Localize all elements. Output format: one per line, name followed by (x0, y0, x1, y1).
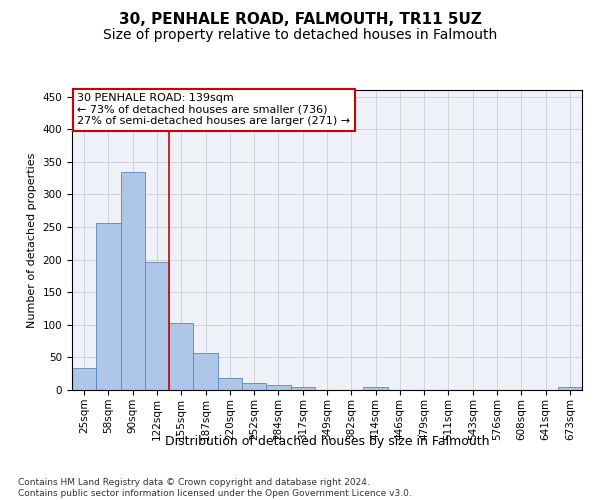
Bar (121, 172, 145, 390)
Text: Size of property relative to detached houses in Falmouth: Size of property relative to detached ho… (103, 28, 497, 42)
Bar (266, 386, 290, 390)
Y-axis label: Number of detached properties: Number of detached properties (27, 152, 37, 328)
Text: Distribution of detached houses by size in Falmouth: Distribution of detached houses by size … (165, 435, 489, 448)
Bar (242, 384, 266, 390)
Bar (96, 223, 121, 390)
Text: 30 PENHALE ROAD: 139sqm
← 73% of detached houses are smaller (736)
27% of semi-d: 30 PENHALE ROAD: 139sqm ← 73% of detache… (77, 93, 350, 126)
Bar (72, 368, 96, 390)
Bar (193, 353, 218, 390)
Bar (558, 388, 582, 390)
Bar (290, 388, 315, 390)
Bar (169, 323, 193, 390)
Text: 30, PENHALE ROAD, FALMOUTH, TR11 5UZ: 30, PENHALE ROAD, FALMOUTH, TR11 5UZ (119, 12, 481, 28)
Text: Contains HM Land Registry data © Crown copyright and database right 2024.
Contai: Contains HM Land Registry data © Crown c… (18, 478, 412, 498)
Bar (218, 378, 242, 390)
Bar (364, 388, 388, 390)
Bar (145, 262, 169, 390)
